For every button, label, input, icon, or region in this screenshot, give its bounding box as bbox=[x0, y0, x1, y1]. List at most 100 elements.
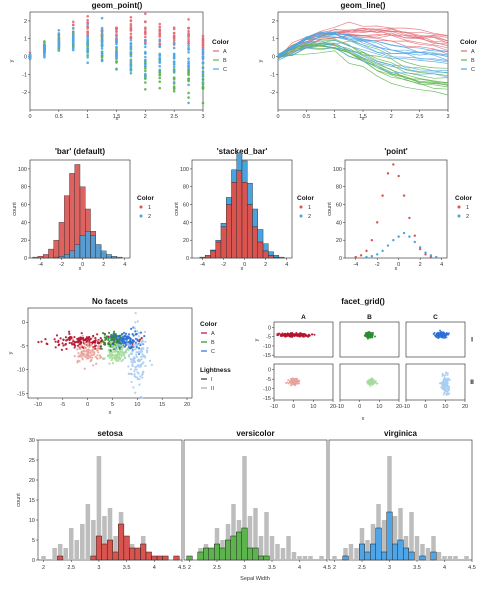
plot-frame bbox=[339, 321, 400, 358]
series-line bbox=[277, 42, 449, 79]
data-point bbox=[144, 81, 147, 84]
data-point bbox=[116, 343, 119, 346]
data-point bbox=[68, 338, 71, 342]
data-point bbox=[86, 61, 89, 65]
facet-panel: versicolor 2 2.5 3 3.5 4 4.5 bbox=[183, 429, 331, 571]
data-point bbox=[293, 334, 296, 337]
histogram-bar-all bbox=[269, 536, 275, 560]
data-point bbox=[91, 336, 94, 339]
data-point bbox=[158, 52, 162, 56]
histogram-bar-all bbox=[365, 540, 370, 560]
histogram-bar-species bbox=[208, 547, 215, 561]
data-point bbox=[187, 44, 190, 47]
data-point bbox=[135, 353, 138, 357]
data-point bbox=[137, 350, 140, 353]
data-point bbox=[129, 51, 133, 54]
data-point bbox=[133, 345, 136, 348]
histogram-bar-species bbox=[106, 539, 114, 561]
data-point bbox=[440, 333, 443, 336]
data-point bbox=[140, 363, 143, 366]
data-point bbox=[187, 33, 190, 36]
data-point bbox=[437, 333, 440, 336]
histogram-bar-all bbox=[414, 536, 420, 560]
data-point bbox=[130, 373, 134, 376]
data-point bbox=[44, 338, 47, 341]
y-tick-label: 40 bbox=[21, 220, 27, 226]
data-point bbox=[95, 349, 99, 352]
data-point bbox=[95, 357, 99, 360]
data-point bbox=[187, 51, 190, 54]
data-point bbox=[120, 359, 123, 363]
data-point bbox=[121, 352, 124, 355]
data-point bbox=[144, 364, 147, 367]
data-point bbox=[371, 383, 374, 386]
histogram-bar-all bbox=[242, 456, 247, 560]
data-point bbox=[172, 89, 176, 93]
histogram-bar bbox=[247, 182, 253, 205]
legend-key bbox=[299, 214, 303, 218]
data-point bbox=[172, 27, 176, 31]
data-point bbox=[158, 64, 162, 68]
data-point bbox=[144, 12, 147, 16]
data-point bbox=[115, 39, 118, 42]
data-point bbox=[296, 334, 299, 337]
data-point bbox=[67, 330, 71, 333]
y-tick-label: 80 bbox=[183, 185, 189, 191]
data-point bbox=[443, 376, 446, 379]
y-axis-label: count bbox=[174, 202, 180, 216]
data-point bbox=[443, 388, 446, 391]
data-point bbox=[365, 255, 368, 259]
data-point bbox=[99, 342, 102, 345]
y-axis-label: y bbox=[8, 351, 14, 354]
data-point bbox=[71, 32, 75, 36]
data-point bbox=[140, 355, 143, 358]
plot-frame bbox=[339, 363, 400, 401]
data-point bbox=[293, 380, 296, 383]
data-point bbox=[133, 373, 136, 376]
data-point bbox=[297, 380, 300, 383]
data-point bbox=[144, 42, 147, 46]
data-point bbox=[127, 335, 130, 338]
data-point bbox=[392, 163, 395, 166]
data-point bbox=[111, 362, 114, 365]
data-point bbox=[201, 101, 205, 105]
x-tick-label: 20 bbox=[396, 404, 402, 410]
data-point bbox=[141, 338, 144, 342]
data-point bbox=[78, 360, 81, 363]
data-point bbox=[71, 48, 75, 52]
data-point bbox=[59, 337, 62, 340]
data-point bbox=[86, 42, 89, 45]
data-point bbox=[115, 67, 118, 71]
histogram-bar-species bbox=[197, 551, 204, 561]
data-point bbox=[138, 343, 141, 346]
data-point bbox=[96, 354, 99, 357]
y-axis-label: count bbox=[12, 202, 18, 216]
data-point bbox=[447, 379, 450, 382]
histogram-bar bbox=[48, 248, 54, 259]
y-tick-label: 2 bbox=[272, 19, 275, 25]
data-point bbox=[144, 72, 147, 76]
x-tick-label: 10 bbox=[310, 404, 316, 410]
histogram-bar bbox=[100, 250, 107, 259]
data-point bbox=[129, 67, 133, 71]
data-point bbox=[446, 377, 449, 380]
histogram-bar bbox=[74, 164, 81, 259]
data-point bbox=[129, 26, 133, 30]
data-point bbox=[80, 337, 84, 340]
data-point bbox=[363, 334, 366, 337]
data-point bbox=[94, 355, 97, 358]
data-point bbox=[172, 31, 176, 35]
x-tick-label: 0 bbox=[424, 404, 427, 410]
data-point bbox=[140, 350, 144, 353]
x-axis-label: x bbox=[79, 266, 82, 272]
series-line bbox=[277, 43, 449, 85]
histogram-bar bbox=[199, 256, 206, 259]
data-point bbox=[201, 86, 205, 90]
x-tick-label: 4 bbox=[123, 262, 126, 268]
data-point bbox=[57, 44, 61, 48]
data-point bbox=[442, 393, 445, 396]
y-tick-label: -5 bbox=[266, 377, 271, 383]
histogram-bar bbox=[106, 254, 112, 259]
data-point bbox=[137, 332, 140, 335]
